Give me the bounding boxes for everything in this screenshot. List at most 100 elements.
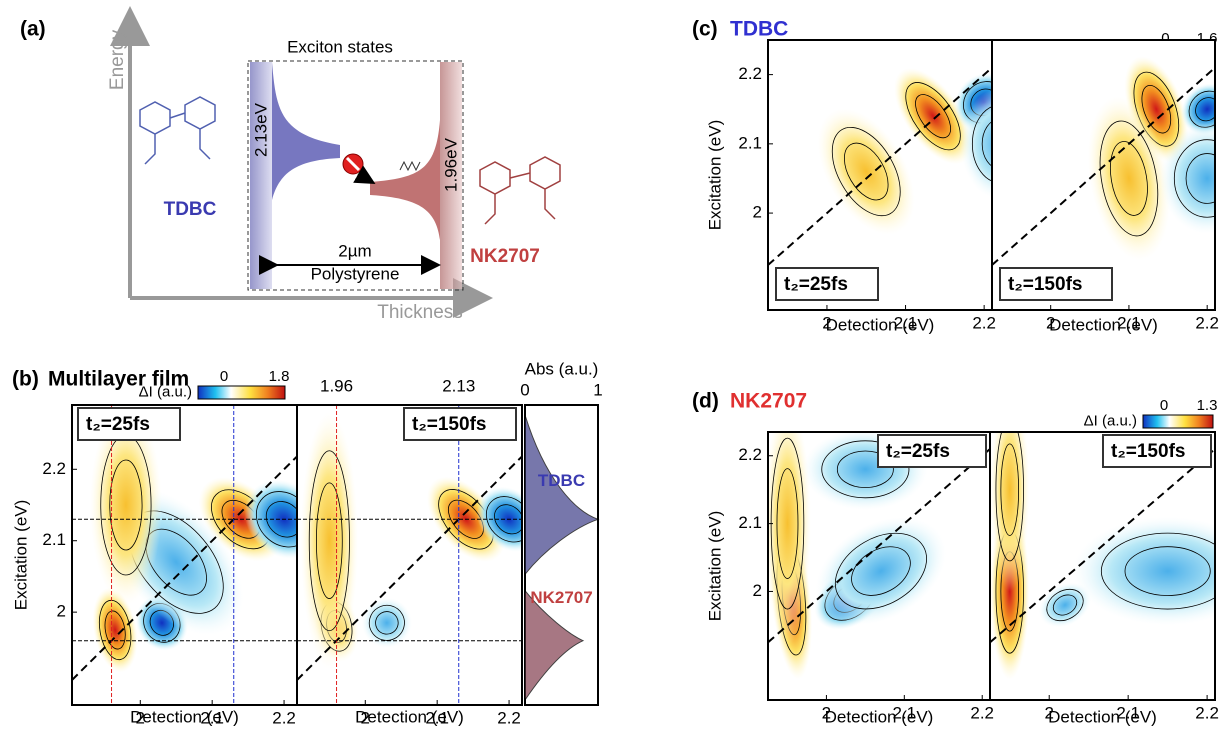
contour (368, 604, 405, 641)
x-axis-label: Detection (eV) (826, 315, 935, 334)
contour (1099, 120, 1159, 237)
contour (1052, 594, 1078, 616)
molecule-label: NK2707 (470, 246, 540, 267)
molecule-label: TDBC (164, 199, 217, 220)
spectrum-plot (992, 40, 1215, 310)
y-axis-label: Excitation (eV) (705, 511, 724, 622)
x-axis-label: Detection (eV) (825, 707, 934, 726)
colorbar-max: 1.8 (269, 368, 290, 385)
signal-peak (1038, 582, 1092, 628)
contour (836, 450, 894, 489)
abs-label: Abs (a.u.) (525, 359, 599, 378)
contour (1188, 90, 1215, 128)
signal-peak (768, 432, 811, 646)
diagonal (990, 448, 1215, 644)
plot-frame (296, 404, 523, 706)
x-tick-label: 2.1 (425, 708, 449, 727)
x-tick-label: 2 (361, 708, 370, 727)
contour (1124, 546, 1211, 596)
signal-peak (817, 108, 915, 235)
contour (485, 496, 522, 543)
contour (971, 106, 992, 182)
level-label: 1.96eV (441, 137, 460, 192)
contour (255, 491, 297, 548)
exciton-profile (370, 120, 440, 240)
x-axis-label: Detection (eV) (1049, 315, 1158, 334)
spectrum-plot (990, 432, 1215, 700)
colorbar-max: 1.3 (1197, 397, 1218, 414)
y-tick-label: 2.1 (738, 133, 762, 152)
box (247, 60, 464, 291)
contour (1141, 85, 1172, 134)
time-box (775, 267, 879, 301)
abs-band (524, 414, 600, 576)
time-label: t₂=150fs (1008, 274, 1082, 295)
box-title: Exciton states (287, 37, 393, 56)
contour (981, 121, 992, 167)
contour (776, 468, 799, 579)
panel-title: TDBC (730, 18, 788, 41)
plot-frame (989, 431, 1216, 701)
time-box (403, 407, 517, 441)
contour (109, 459, 143, 551)
x-tick-label: 2.2 (1195, 313, 1219, 332)
spectrum-plot (297, 405, 522, 705)
y-axis-label: Excitation (eV) (11, 500, 30, 611)
diagonal (297, 455, 522, 681)
axis-label: Energy (107, 29, 128, 90)
signal-peak (1181, 83, 1215, 136)
time-label: t₂=150fs (1111, 441, 1185, 462)
distance-label: 2µm (338, 241, 371, 260)
layer (440, 62, 462, 289)
exciton-profile (272, 62, 340, 200)
panel-label: (c) (692, 18, 718, 41)
transfer-arrow (353, 165, 376, 184)
x-axis-label: Detection (eV) (355, 707, 464, 726)
y-tick-label: 2 (753, 203, 762, 222)
contour (1185, 153, 1215, 204)
time-label: t₂=150fs (412, 414, 486, 435)
colorbar-min: 0 (1160, 397, 1168, 414)
y-tick-label: 2.2 (738, 445, 762, 464)
time-label: t₂=25fs (886, 441, 950, 462)
spectrum-plot (768, 432, 990, 700)
contour (1173, 139, 1215, 218)
signal-peak (92, 587, 138, 673)
spectrum-plot (72, 405, 297, 705)
time-box (1102, 434, 1212, 468)
time-label: t₂=25fs (784, 274, 848, 295)
band-label: TDBC (538, 471, 585, 490)
y-tick-label: 2.2 (42, 459, 66, 478)
diagonal (768, 66, 992, 266)
panel-title: Multilayer film (48, 368, 189, 391)
signal-peak (1072, 516, 1215, 626)
time-label: t₂=25fs (86, 414, 150, 435)
colorbar-label: ΔI (a.u.) (1084, 412, 1137, 429)
signal-peak (990, 432, 1030, 592)
molecule-sketch (139, 96, 216, 165)
x-tick-label: 2.1 (892, 703, 916, 722)
contour (265, 501, 297, 538)
x-tick-label: 2.1 (894, 313, 918, 332)
colorbar-min: 0 (220, 368, 228, 385)
x-tick-label: 2.2 (970, 703, 994, 722)
contour (447, 499, 484, 539)
x-tick-label: 2 (1046, 313, 1055, 332)
molecule-sketch (479, 156, 561, 225)
y-tick-label: 2 (57, 602, 66, 621)
y-tick-label: 2.1 (42, 530, 66, 549)
marker-label: 2.13 (442, 376, 475, 395)
signal-peak (894, 68, 973, 165)
contour (1000, 443, 1020, 536)
band-label: NK2707 (530, 588, 592, 607)
signal-peak (960, 89, 992, 199)
spectrum-plot (768, 40, 992, 310)
spring (399, 160, 421, 172)
colorbar-min: 0 (1161, 30, 1169, 47)
x-tick-label: 2.1 (200, 708, 224, 727)
x-axis-label: Detection (eV) (1048, 707, 1157, 726)
contour (375, 611, 399, 635)
x-tick-label: 2.1 (1116, 703, 1140, 722)
contour (494, 504, 522, 535)
